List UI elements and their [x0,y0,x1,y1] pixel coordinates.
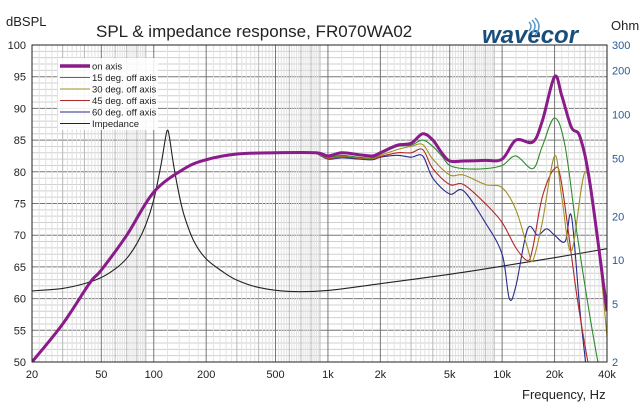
series-line-impedance [32,129,607,293]
x-tick-label: 20k [546,369,564,381]
curves [32,74,607,362]
y2-tick-label: 5 [612,299,618,311]
x-tick-label: 500 [266,369,284,381]
y2-tick-label: 200 [612,66,630,78]
series-line-30-deg-off-axis [315,143,607,337]
y-tick-label: 75 [14,199,26,211]
y-tick-label: 70 [14,230,26,242]
series-line-45-deg-off-axis [315,148,589,362]
x-tick-label: 50 [95,369,107,381]
logo-waves-icon [528,17,540,36]
x-tick-label: 10k [493,369,511,381]
chart-title: SPL & impedance response, FR070WA02 [96,22,412,41]
series-line-15-deg-off-axis [315,117,599,362]
x-tick-label: 40k [598,369,616,381]
x-axis-label: Frequency, Hz [522,387,606,402]
y2-tick-label: 10 [612,255,624,267]
legend-label: 15 deg. off axis [92,73,157,84]
y-tick-label: 60 [14,294,26,306]
grid [31,44,608,363]
y2-axis-label: Ohm [611,18,639,33]
y-tick-label: 95 [14,72,26,84]
x-tick-label: 20 [26,369,38,381]
y-tick-label: 65 [14,262,26,274]
x-tick-label: 2k [375,369,387,381]
y-tick-label: 55 [14,325,26,337]
x-tick-label: 200 [197,369,215,381]
y2-tick-label: 100 [612,110,630,122]
legend-label: 60 deg. off axis [92,108,157,119]
y-tick-label: 80 [14,167,26,179]
x-tick-label: 1k [322,369,334,381]
y2-tick-label: 2 [612,357,618,369]
legend-label: Impedance [92,119,139,130]
y-tick-label: 85 [14,135,26,147]
plot-frame [31,44,608,363]
y2-tick-label: 50 [612,153,624,165]
legend-label: on axis [92,62,122,73]
y2-tick-label: 20 [612,211,624,223]
x-tick-label: 5k [444,369,456,381]
legend-label: 45 deg. off axis [92,96,157,107]
legend-label: 30 deg. off axis [92,85,157,96]
legend-background [58,58,158,130]
x-tick-label: 100 [145,369,163,381]
y2-tick-label: 300 [612,40,630,52]
y-axis-label: dBSPL [6,14,46,29]
y-tick-label: 50 [14,357,26,369]
series-line-60-deg-off-axis [315,152,587,362]
y-tick-label: 90 [14,103,26,115]
series-line-on-axis [32,74,607,362]
y-tick-label: 100 [8,40,26,52]
ticks: 20 50 100 200 500 1k 2k 5k 10k 20k 40k100959085807… [8,40,631,381]
